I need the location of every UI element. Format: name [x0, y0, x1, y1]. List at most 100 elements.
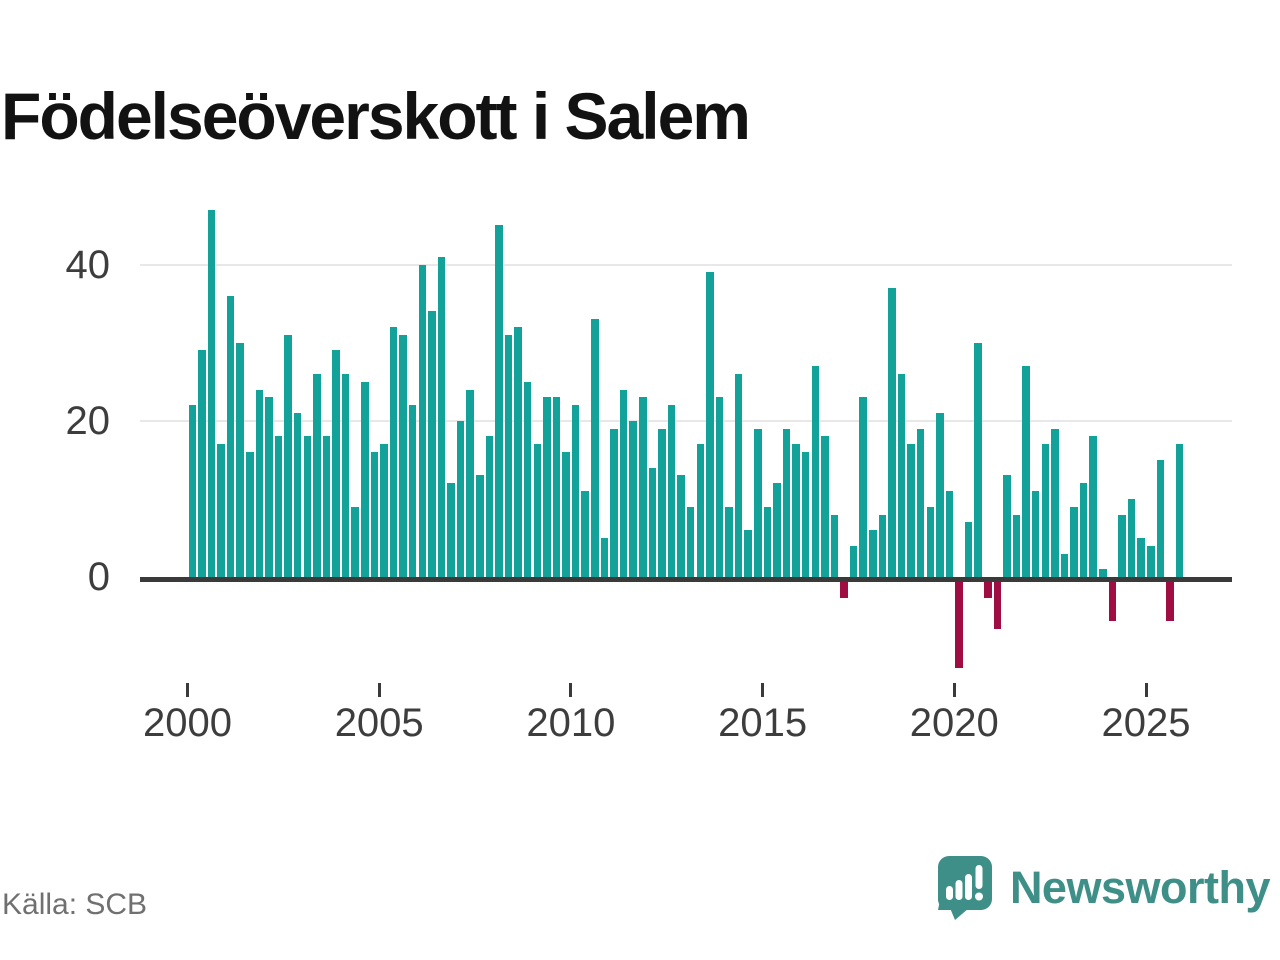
bar: [303, 436, 312, 577]
bar: [907, 444, 915, 577]
bar: [706, 272, 714, 577]
bar: [869, 530, 877, 577]
bar: [1147, 545, 1155, 578]
bar: [1127, 498, 1136, 577]
x-tick: [377, 683, 381, 697]
bar: [543, 397, 551, 577]
bar: [926, 506, 935, 577]
bar: [888, 287, 896, 577]
gridline: [140, 263, 1232, 266]
bar: [667, 405, 676, 577]
bar: [198, 350, 206, 577]
bar: [380, 444, 388, 577]
bar: [945, 491, 954, 577]
bar: [485, 436, 494, 577]
bar: [562, 452, 570, 577]
bar: [1166, 582, 1174, 622]
bar: [418, 264, 427, 577]
bar: [964, 522, 973, 577]
x-axis-line: [140, 577, 1232, 582]
bar: [725, 506, 733, 577]
newsworthy-logo: Newsworthy: [937, 856, 1271, 920]
bar: [1003, 475, 1011, 577]
bar: [1118, 514, 1126, 577]
bar: [265, 397, 273, 577]
bar: [821, 436, 829, 577]
bar: [600, 537, 609, 577]
bar: [840, 582, 848, 598]
bar: [351, 506, 359, 577]
bar: [408, 405, 417, 577]
bar: [1099, 569, 1107, 577]
chart-title: Födelseöverskott i Salem: [1, 79, 751, 154]
bar: [1070, 506, 1078, 577]
bar: [399, 334, 407, 577]
bar: [217, 444, 225, 577]
newsworthy-logo-text: Newsworthy: [1009, 862, 1271, 913]
x-tick: [1144, 683, 1148, 697]
bar: [619, 389, 628, 577]
bar: [274, 436, 283, 577]
bar: [916, 428, 925, 577]
bar: [734, 373, 743, 577]
bar: [476, 475, 484, 577]
bar: [466, 389, 474, 577]
bar: [552, 397, 561, 577]
bar: [447, 483, 455, 578]
bar: [696, 444, 704, 577]
bar: [878, 514, 887, 577]
bar: [571, 405, 580, 577]
x-tick-label: 2005: [334, 701, 424, 745]
y-tick-label: 0: [87, 555, 110, 599]
x-tick: [186, 683, 189, 697]
bar: [284, 334, 292, 577]
bar: [859, 397, 867, 577]
bar: [581, 491, 589, 577]
y-tick-label: 20: [65, 398, 111, 443]
newsworthy-logo-icon: [937, 856, 992, 920]
bar: [984, 582, 992, 598]
bar: [188, 405, 196, 577]
y-tick-label: 40: [65, 242, 111, 287]
bar: [361, 381, 369, 577]
x-tick-label: 2025: [1101, 701, 1191, 745]
bar: [782, 428, 791, 577]
bar: [341, 373, 350, 577]
bar: [370, 452, 379, 577]
bar: [1041, 444, 1050, 577]
bar: [849, 545, 858, 578]
bar: [1089, 436, 1097, 577]
bar: [437, 256, 446, 577]
bar: [313, 373, 321, 577]
bar: [332, 350, 340, 577]
bar: [715, 397, 724, 577]
bar: [514, 327, 522, 577]
bar: [629, 420, 637, 578]
bar: [428, 311, 436, 577]
bar: [658, 428, 666, 577]
bar: [610, 428, 618, 577]
bar: [773, 483, 781, 578]
bar: [936, 412, 944, 577]
bar: [974, 342, 982, 577]
bar: [993, 582, 1002, 629]
bar: [1108, 582, 1117, 622]
bar: [744, 530, 752, 577]
bar: [389, 327, 398, 577]
bar: [246, 452, 254, 577]
bar: [1137, 537, 1145, 577]
bar: [533, 444, 542, 577]
bar: [1060, 553, 1069, 577]
x-tick: [569, 683, 573, 697]
bar: [207, 209, 216, 577]
bar: [523, 381, 532, 577]
bar: [677, 475, 685, 577]
bar: [955, 582, 963, 668]
bar: [639, 397, 647, 577]
bar: [322, 436, 331, 577]
bar: [763, 506, 772, 577]
bar: [1012, 514, 1021, 577]
bar: [686, 506, 695, 577]
bar: [897, 373, 906, 577]
